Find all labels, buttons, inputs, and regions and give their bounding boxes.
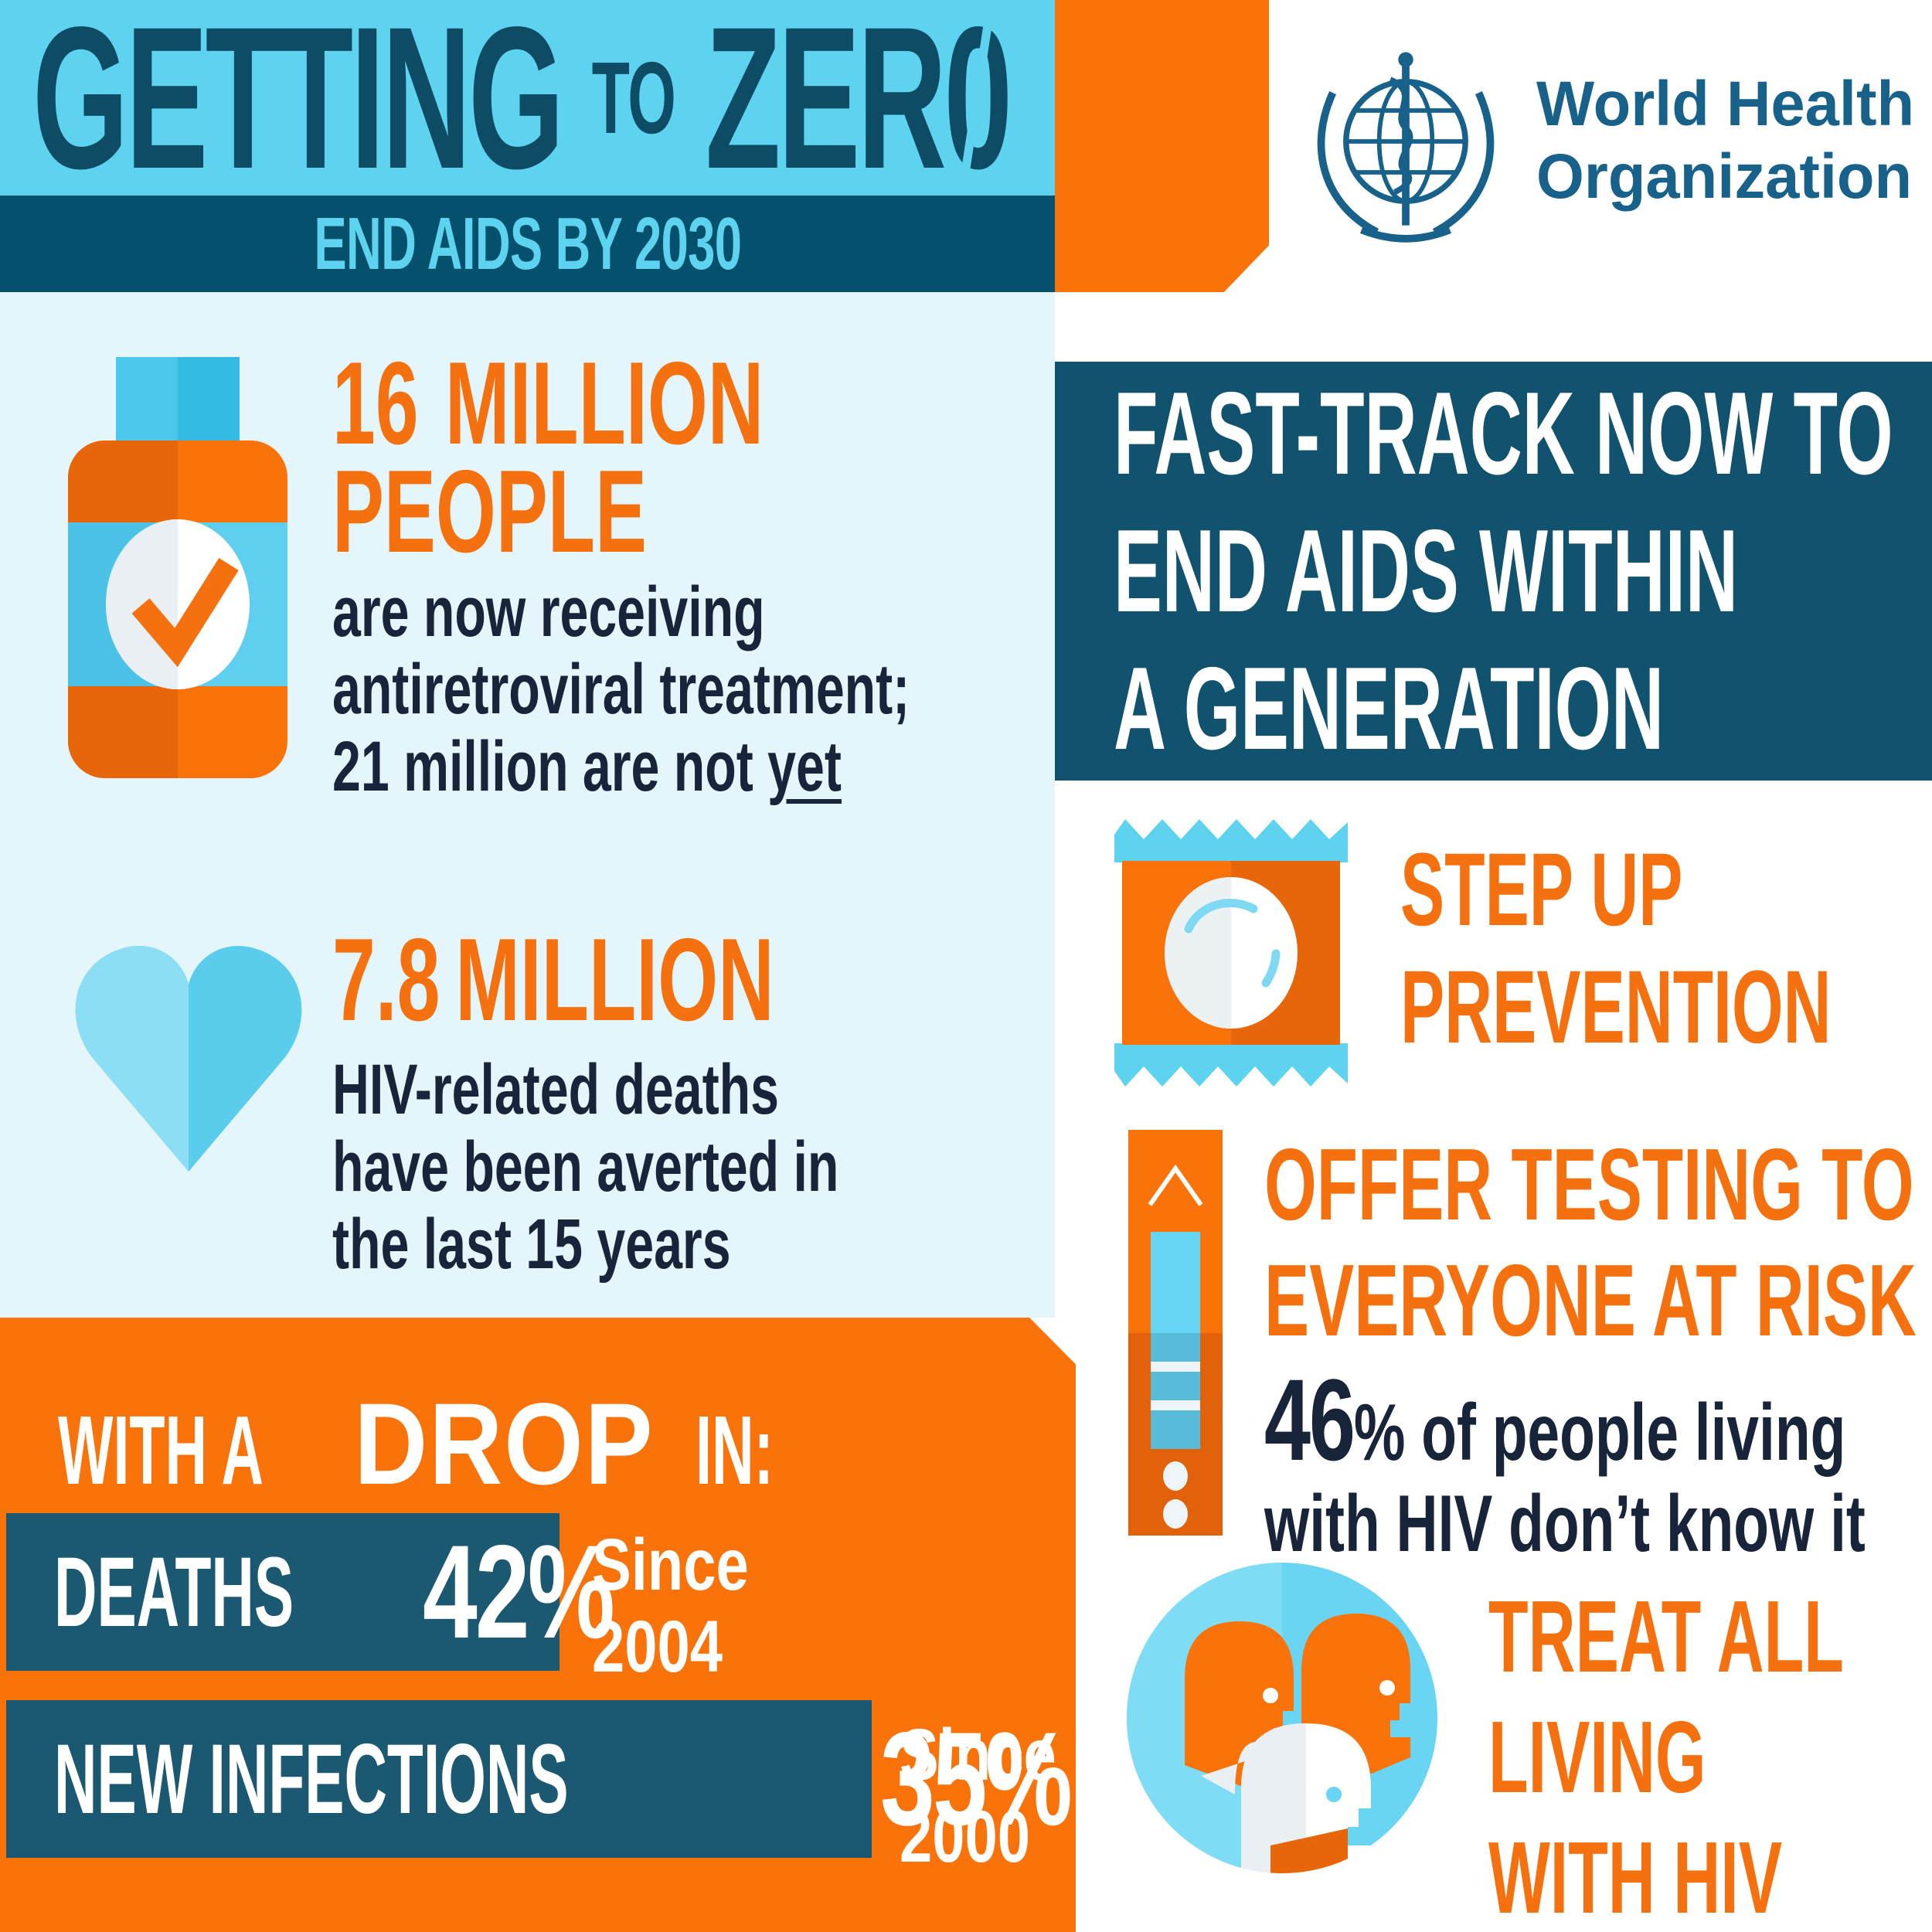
condom-packet-icon	[1114, 819, 1348, 1087]
treat-line2: LIVING	[1488, 1700, 1706, 1814]
stat-rest: of people living	[1405, 1388, 1846, 1478]
fast-track-line2: END AIDS WITHIN	[1114, 505, 1738, 637]
testing-statistic: 46% of people living with HIV don’t know…	[1264, 1362, 1932, 1570]
stat2-unit: MILLION	[455, 914, 774, 1046]
page-title: GETTING TO ZER 0	[32, 0, 1012, 211]
stat1-unit: MILLION	[444, 338, 764, 469]
title-getting: GETTING	[32, 0, 564, 211]
drop-heading-post: IN:	[695, 1396, 774, 1505]
infections-value: 35%	[880, 1705, 1073, 1853]
deaths-since: Since 2004	[592, 1524, 787, 1688]
heart-icon	[75, 945, 302, 1172]
stat-pct: %	[1353, 1388, 1406, 1478]
stat2-value: 7.8	[332, 914, 440, 1046]
infections-since: Since 2000	[900, 1714, 1095, 1878]
stat2-desc-line2: have been averted in	[332, 1128, 839, 1206]
stat1-desc-line1: are now receiving	[332, 573, 765, 651]
stat2-description: HIV-related deaths have been averted in …	[332, 1051, 1036, 1283]
infections-since-year: 2000	[900, 1796, 1031, 1878]
who-name-line2: Organization	[1536, 141, 1913, 212]
stat2-desc-line1: HIV-related deaths	[332, 1050, 779, 1129]
stat2-headline: 7.8 MILLION	[332, 921, 1002, 1039]
treat-line3: WITH HIV	[1488, 1821, 1783, 1932]
stat1-value: 16	[332, 338, 419, 469]
who-emblem-icon	[1317, 52, 1495, 243]
stat-46: 46	[1264, 1355, 1355, 1485]
title-slashed-zero: 0	[944, 0, 1012, 215]
stat1-people: PEOPLE	[332, 446, 647, 577]
stat1-description: are now receiving antiretroviral treatme…	[332, 573, 1134, 805]
infections-label: NEW INFECTIONS	[54, 1723, 569, 1835]
title-to: TO	[591, 41, 676, 155]
pill-bottle-icon	[68, 357, 287, 778]
stat2-desc-line3: the last 15 years	[332, 1205, 731, 1284]
stat-line2: with HIV don’t know it	[1264, 1479, 1866, 1569]
stat1-desc-line2: antiretroviral treatment;	[332, 650, 910, 729]
offer-line1: OFFER TESTING TO	[1264, 1128, 1914, 1241]
who-wordmark: World Health Organization	[1536, 68, 1926, 213]
stat1-desc-mid: million are not	[389, 727, 768, 806]
deaths-since-word: Since	[592, 1524, 749, 1606]
infections-since-word: Since	[900, 1714, 1056, 1796]
deaths-value: 42%	[422, 1518, 615, 1666]
subtitle-band: END AIDS BY 2030	[0, 196, 1055, 292]
people-heads-icon	[1127, 1563, 1437, 1873]
subtitle: END AIDS BY 2030	[314, 202, 742, 285]
step-up-prevention-label: STEP UP PREVENTION	[1400, 832, 1932, 1066]
hiv-test-strip-icon	[1128, 1130, 1223, 1536]
deaths-since-year: 2004	[592, 1606, 723, 1688]
drop-section-heading: WITH A DROP IN:	[58, 1377, 825, 1511]
deaths-stat-bar: DEATHS 42%	[6, 1513, 615, 1671]
title-zer: ZER	[705, 0, 947, 211]
header-banner	[0, 0, 1055, 196]
treat-line1: TREAT ALL	[1488, 1580, 1844, 1693]
treat-all-label: TREAT ALL LIVING WITH HIV	[1488, 1577, 1932, 1932]
fast-track-banner: FAST-TRACK NOW TO END AIDS WITHIN A GENE…	[1055, 362, 1932, 781]
who-name-line1: World Health	[1536, 69, 1915, 139]
fast-track-line3: A GENERATION	[1114, 643, 1665, 774]
world-aids-day-ribbon	[1055, 0, 1269, 292]
stepup-line1: STEP UP	[1400, 832, 1683, 947]
offer-testing-label: OFFER TESTING TO EVERYONE AT RISK	[1264, 1127, 1932, 1359]
infections-stat-bar: NEW INFECTIONS 35%	[6, 1700, 1073, 1858]
offer-line2: EVERYONE AT RISK	[1264, 1243, 1917, 1357]
stat1-desc-yet: yet	[767, 727, 842, 806]
fast-track-line1: FAST-TRACK NOW TO	[1114, 368, 1893, 499]
stat1-headline: 16 MILLION PEOPLE	[332, 345, 986, 577]
stat1-desc-21: 21	[332, 727, 389, 806]
drop-heading-pre: WITH A	[58, 1396, 264, 1505]
stepup-line2: PREVENTION	[1400, 950, 1832, 1065]
drop-heading-bold: DROP	[354, 1379, 655, 1509]
deaths-label: DEATHS	[54, 1536, 294, 1648]
